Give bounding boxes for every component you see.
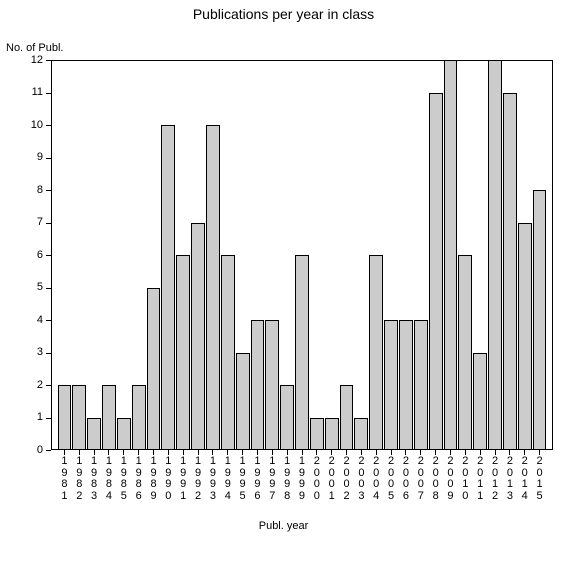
x-tick-label: 2 0 1 5: [532, 456, 547, 502]
y-tick-label: 0: [19, 444, 43, 456]
bar: [488, 60, 502, 450]
x-tick-label: 2 0 0 1: [324, 456, 339, 502]
y-tick: [46, 450, 51, 451]
bar: [147, 288, 161, 451]
y-tick: [46, 60, 51, 61]
bar: [221, 255, 235, 450]
x-tick-label: 1 9 8 5: [116, 456, 131, 502]
y-tick: [46, 418, 51, 419]
y-tick-label: 8: [19, 184, 43, 196]
bar: [310, 418, 324, 451]
bar: [280, 385, 294, 450]
x-tick-label: 2 0 1 2: [488, 456, 503, 502]
x-tick-label: 1 9 9 7: [265, 456, 280, 502]
x-tick-label: 2 0 0 6: [399, 456, 414, 502]
y-tick-label: 11: [19, 86, 43, 98]
bar: [102, 385, 116, 450]
chart-container: Publications per year in class No. of Pu…: [0, 0, 567, 567]
y-tick: [46, 93, 51, 94]
y-tick: [46, 353, 51, 354]
bar: [399, 320, 413, 450]
x-tick-label: 2 0 0 9: [443, 456, 458, 502]
x-tick-label: 1 9 8 3: [87, 456, 102, 502]
bar: [132, 385, 146, 450]
y-tick-label: 5: [19, 281, 43, 293]
x-tick-label: 2 0 1 1: [473, 456, 488, 502]
bar: [354, 418, 368, 451]
x-tick-label: 1 9 9 2: [191, 456, 206, 502]
bar: [414, 320, 428, 450]
y-tick: [46, 255, 51, 256]
bar: [161, 125, 175, 450]
x-tick-label: 1 9 8 4: [102, 456, 117, 502]
x-tick-label: 1 9 9 9: [295, 456, 310, 502]
x-tick-label: 1 9 9 5: [235, 456, 250, 502]
y-tick: [46, 158, 51, 159]
x-tick-label: 2 0 0 7: [413, 456, 428, 502]
x-tick-label: 1 9 8 2: [72, 456, 87, 502]
y-tick: [46, 223, 51, 224]
y-tick-label: 9: [19, 151, 43, 163]
x-tick-label: 1 9 9 8: [280, 456, 295, 502]
x-tick-label: 2 0 0 4: [369, 456, 384, 502]
bar: [503, 93, 517, 451]
bar: [384, 320, 398, 450]
bar: [58, 385, 72, 450]
bar: [458, 255, 472, 450]
chart-title: Publications per year in class: [0, 6, 567, 22]
bar: [206, 125, 220, 450]
bar: [295, 255, 309, 450]
x-tick-label: 1 9 8 1: [57, 456, 72, 502]
y-tick-label: 12: [19, 54, 43, 66]
bar: [369, 255, 383, 450]
bar: [265, 320, 279, 450]
y-tick: [46, 385, 51, 386]
bar: [251, 320, 265, 450]
x-axis-label: Publ. year: [0, 520, 567, 532]
x-tick-label: 1 9 8 6: [131, 456, 146, 502]
bar: [191, 223, 205, 451]
y-tick: [46, 125, 51, 126]
bar: [87, 418, 101, 451]
x-tick-label: 1 9 9 6: [250, 456, 265, 502]
bar: [117, 418, 131, 451]
x-tick-label: 2 0 0 2: [339, 456, 354, 502]
x-tick-label: 2 0 1 0: [458, 456, 473, 502]
x-tick-label: 1 9 9 4: [220, 456, 235, 502]
x-tick-label: 1 9 8 9: [146, 456, 161, 502]
bar: [176, 255, 190, 450]
bar: [444, 60, 458, 450]
y-tick-label: 6: [19, 249, 43, 261]
x-tick-label: 2 0 1 3: [502, 456, 517, 502]
y-tick-label: 3: [19, 346, 43, 358]
y-tick-label: 1: [19, 411, 43, 423]
x-tick-label: 2 0 0 8: [428, 456, 443, 502]
bar: [325, 418, 339, 451]
y-tick-label: 7: [19, 216, 43, 228]
bar: [340, 385, 354, 450]
x-tick-label: 2 0 0 0: [309, 456, 324, 502]
bar: [518, 223, 532, 451]
y-tick-label: 10: [19, 119, 43, 131]
x-tick-label: 2 0 0 3: [354, 456, 369, 502]
y-tick-label: 4: [19, 314, 43, 326]
y-tick: [46, 320, 51, 321]
y-axis-label: No. of Publ.: [6, 42, 63, 54]
x-tick-label: 1 9 9 3: [205, 456, 220, 502]
y-tick: [46, 288, 51, 289]
x-tick-label: 1 9 9 0: [161, 456, 176, 502]
bar: [533, 190, 547, 450]
bar: [473, 353, 487, 451]
y-tick-label: 2: [19, 379, 43, 391]
bar: [236, 353, 250, 451]
x-tick-label: 2 0 1 4: [517, 456, 532, 502]
bar: [429, 93, 443, 451]
x-tick-label: 1 9 9 1: [176, 456, 191, 502]
y-tick: [46, 190, 51, 191]
x-tick-label: 2 0 0 5: [384, 456, 399, 502]
plot-area: 0123456789101112 1 9 8 11 9 8 21 9 8 31 …: [51, 60, 553, 450]
bar: [72, 385, 86, 450]
